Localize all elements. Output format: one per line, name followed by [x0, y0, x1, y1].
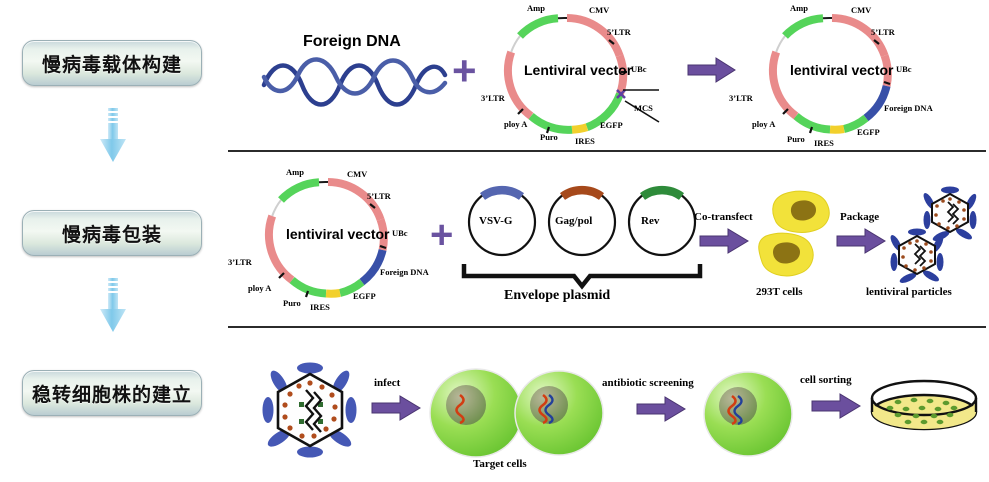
target-cell-2 [513, 367, 605, 464]
plasmid-b-feature-ires: IRES [814, 138, 834, 148]
plasmid-b-feature-ubc: UBc [896, 64, 912, 74]
plasmid-a-feature-5ltr: 5’LTR [607, 27, 631, 37]
envelope-plasmid-label: Envelope plasmid [504, 288, 611, 303]
infect-label: infect [374, 377, 401, 389]
antibiotic-screening-label: antibiotic screening [602, 377, 694, 389]
plasmid-c-feature-ploya: ploy A [248, 283, 272, 293]
plasmid-b-feature-cmv: CMV [851, 5, 872, 15]
plasmid-a-feature-ubc: UBc [631, 64, 647, 74]
target-cells-label: Target cells [473, 458, 527, 470]
stage-label-text: 慢病毒载体构建 [41, 53, 182, 76]
helper-plasmid-vsvg [465, 185, 539, 264]
plasmid-c-feature-3ltr: 3’LTR [228, 257, 252, 267]
down-arrow-icon-1 [96, 108, 130, 164]
arrow-right-icon-cellsorting [811, 393, 862, 424]
plasmid-a-feature-puro: Puro [540, 132, 558, 142]
plasmid-b-feature-puro: Puro [787, 134, 805, 144]
plasmid-b-feature-ploya: ploy A [752, 119, 776, 129]
petri-dish-illustration [868, 378, 980, 441]
arrow-right-icon-cotransfect [699, 228, 750, 259]
plasmid-b-feature-egfp: EGFP [857, 127, 880, 137]
plasmid-b-center-label: lentiviral vector [790, 62, 894, 78]
plasmid-a-feature-amp: Amp [527, 3, 545, 13]
plasmid-c-feature-foreigndna: Foreign DNA [380, 267, 429, 277]
plasmid-lentiviral-vector-packaging [248, 168, 423, 319]
stage-label-stable-cell-line: 稳转细胞株的建立 [22, 370, 202, 416]
row-divider-1 [228, 150, 986, 152]
plasmid-a-feature-mcs: MCS [634, 103, 653, 113]
down-arrow-icon-2 [96, 278, 130, 334]
stage-label-packaging: 慢病毒包装 [22, 210, 202, 256]
plasmid-b-feature-5ltr: 5’LTR [871, 27, 895, 37]
dna-helix-icon [261, 55, 448, 107]
cell-sorting-label: cell sorting [800, 374, 852, 386]
arrow-right-icon-package [836, 228, 887, 259]
plasmid-b-feature-3ltr: 3’LTR [729, 93, 753, 103]
plasmid-b-feature-foreigndna: Foreign DNA [884, 103, 933, 113]
row-divider-2 [228, 326, 986, 328]
293t-cells-label: 293T cells [756, 286, 803, 298]
helper-plasmid-gagpol-label: Gag/pol [555, 215, 593, 227]
package-label: Package [840, 211, 880, 223]
arrow-right-icon-infect [371, 395, 422, 426]
plasmid-a-feature-3ltr: 3’LTR [481, 93, 505, 103]
plasmid-c-feature-ubc: UBc [392, 228, 408, 238]
helper-plasmid-vsvg-label: VSV-G [479, 215, 513, 227]
plasmid-a-feature-egfp: EGFP [600, 120, 623, 130]
plasmid-lentiviral-vector-foreign-dna [752, 4, 927, 155]
arrow-right-icon-antibiotic [636, 396, 687, 427]
stage-label-text: 慢病毒包装 [61, 223, 162, 246]
plus-sign-row2: + [430, 213, 454, 257]
plasmid-a-center-label: Lentiviral vector [524, 62, 633, 78]
plasmid-b-feature-amp: Amp [790, 3, 808, 13]
plasmid-c-feature-amp: Amp [286, 167, 304, 177]
lentiviral-particle-large-illustration [262, 362, 358, 463]
foreign-dna-title: Foreign DNA [303, 33, 401, 50]
plasmid-c-feature-5ltr: 5’LTR [367, 191, 391, 201]
helper-plasmid-gagpol [545, 185, 619, 264]
plasmid-a-feature-ires: IRES [575, 136, 595, 146]
lentiviral-particles-illustration [890, 186, 979, 285]
stage-label-vector-construction: 慢病毒载体构建 [22, 40, 202, 86]
plasmid-a-feature-ploya: ploy A [504, 119, 528, 129]
helper-plasmid-rev-label: Rev [641, 215, 660, 227]
lentiviral-particles-label: lentiviral particles [866, 286, 952, 298]
stage-label-text: 稳转细胞株的建立 [31, 383, 192, 406]
plasmid-c-feature-cmv: CMV [347, 169, 368, 179]
target-cell-1 [428, 365, 524, 466]
plasmid-c-feature-ires: IRES [310, 302, 330, 312]
arrow-right-icon-construct [687, 57, 736, 88]
envelope-plasmid-bracket-icon [461, 262, 703, 293]
plasmid-c-feature-puro: Puro [283, 298, 301, 308]
plasmid-a-feature-cmv: CMV [589, 5, 610, 15]
co-transfect-label: Co-transfect [694, 211, 753, 223]
plasmid-c-center-label: lentiviral vector [286, 226, 390, 242]
293t-cells-illustration [758, 188, 840, 289]
plasmid-c-feature-egfp: EGFP [353, 291, 376, 301]
target-cell-selected [702, 368, 794, 465]
plasmid-lentiviral-vector-mcs [487, 4, 662, 155]
plus-sign-row1: + [452, 47, 477, 94]
helper-plasmid-rev [625, 185, 699, 264]
